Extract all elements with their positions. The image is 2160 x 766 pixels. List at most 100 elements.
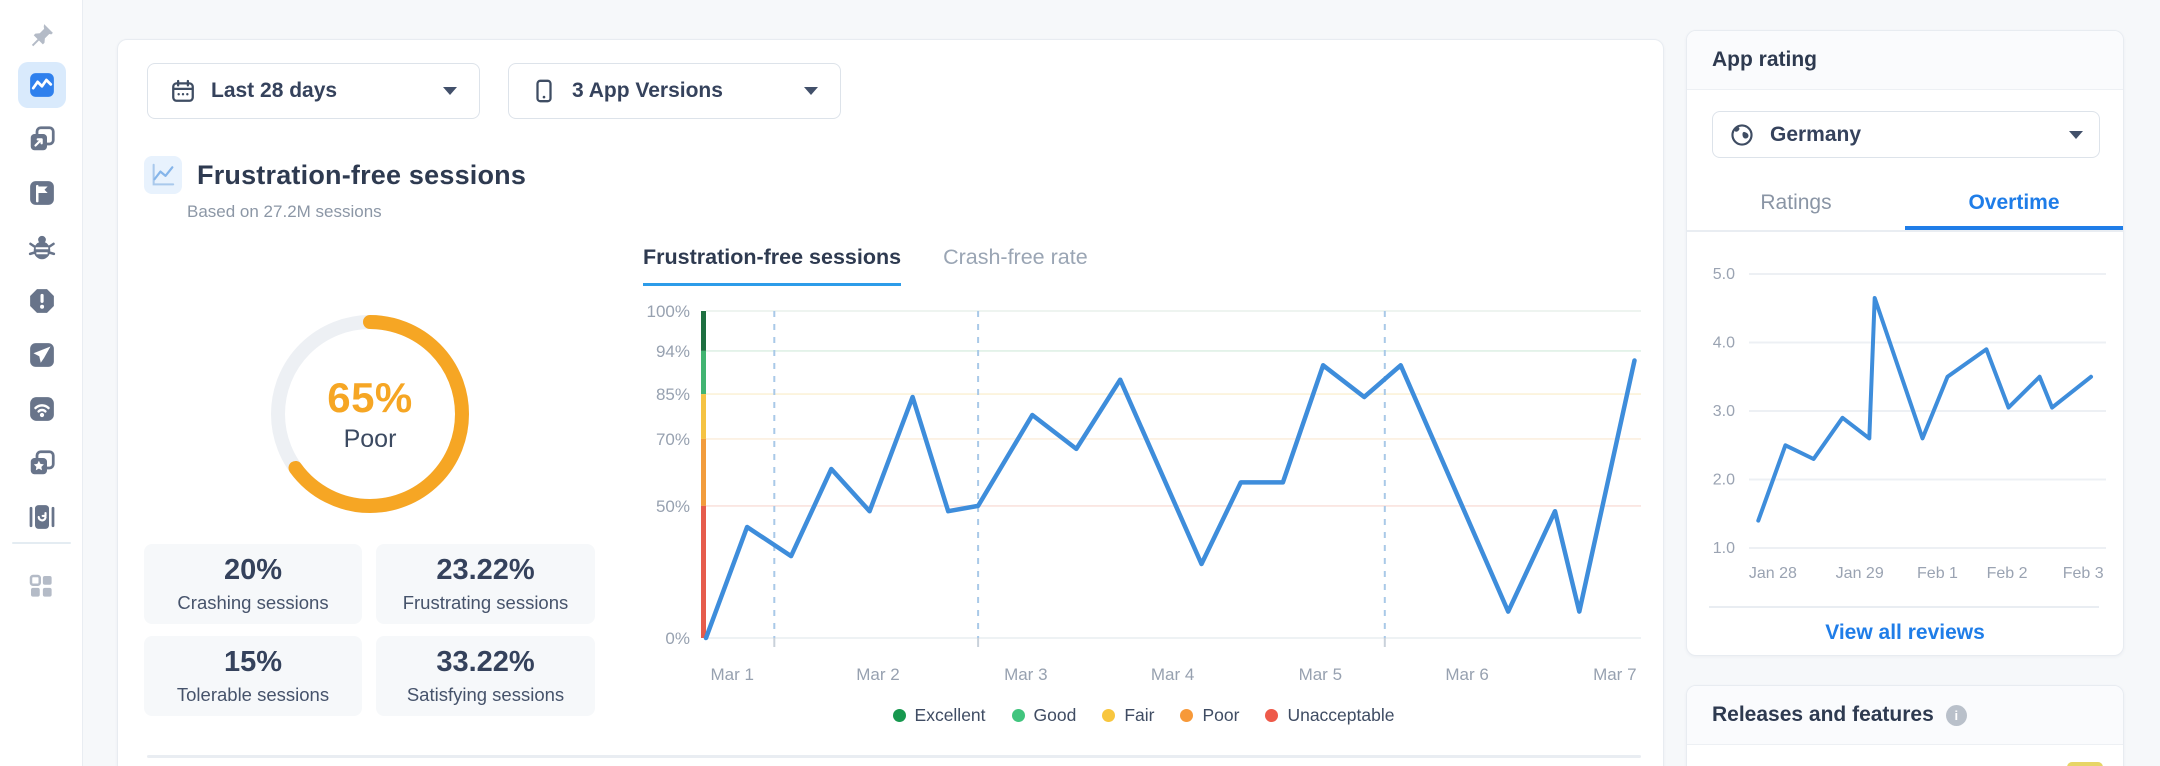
network-icon bbox=[27, 394, 57, 424]
tab-ratings[interactable]: Ratings bbox=[1760, 191, 1832, 214]
svg-text:Mar 2: Mar 2 bbox=[856, 665, 899, 684]
sidebar-item-bug[interactable] bbox=[18, 220, 66, 274]
release-version-badge[interactable] bbox=[2067, 762, 2103, 766]
sidebar-item-flag[interactable] bbox=[18, 166, 66, 220]
stat-crashing-sessions: 20% Crashing sessions bbox=[144, 544, 362, 624]
view-all-reviews-link[interactable]: View all reviews bbox=[1825, 621, 1985, 644]
stat-label: Frustrating sessions bbox=[402, 592, 569, 613]
legend-unacceptable[interactable]: Unacceptable bbox=[1265, 705, 1394, 726]
analytics-icon bbox=[27, 70, 57, 100]
legend-label: Good bbox=[1033, 705, 1077, 725]
app-rating-header: App rating bbox=[1687, 31, 2123, 90]
legend-label: Excellent bbox=[914, 705, 986, 725]
tab-crash-free-rate[interactable]: Crash-free rate bbox=[943, 245, 1088, 269]
stat-frustrating-sessions: 23.22% Frustrating sessions bbox=[376, 544, 595, 624]
sidebar-item-featured[interactable] bbox=[18, 436, 66, 490]
sidebar-item-network[interactable] bbox=[18, 382, 66, 436]
date-range-dropdown[interactable]: Last 28 days bbox=[147, 63, 480, 119]
page-subtitle: Based on 27.2M sessions bbox=[187, 202, 382, 221]
svg-text:100%: 100% bbox=[647, 302, 690, 321]
alert-icon bbox=[27, 286, 57, 316]
legend-excellent[interactable]: Excellent bbox=[892, 705, 986, 726]
legend-good[interactable]: Good bbox=[1011, 705, 1077, 726]
chevron-down-icon bbox=[804, 87, 818, 95]
stat-label: Crashing sessions bbox=[177, 592, 329, 613]
app-rating-card: App rating Germany Ratings Overtime 5.0 4.… bbox=[1686, 30, 2124, 656]
app-rating-title: App rating bbox=[1712, 48, 1817, 71]
chevron-down-icon bbox=[443, 87, 457, 95]
session-stats: 20% Crashing sessions 23.22% Frustrating … bbox=[144, 544, 595, 716]
sidebar-item-apps-grid[interactable] bbox=[17, 566, 65, 606]
sidebar-divider bbox=[12, 542, 71, 544]
sidebar-item-alert[interactable] bbox=[18, 274, 66, 328]
releases-title: Releases and features bbox=[1712, 703, 1934, 726]
app-versions-dropdown[interactable]: 3 App Versions bbox=[508, 63, 841, 119]
donut-label: Poor bbox=[343, 425, 397, 453]
svg-text:Mar 4: Mar 4 bbox=[1151, 665, 1194, 684]
svg-text:Mar 3: Mar 3 bbox=[1004, 665, 1047, 684]
legend-label: Poor bbox=[1202, 705, 1240, 725]
svg-text:Feb 2: Feb 2 bbox=[1987, 565, 2028, 582]
svg-text:85%: 85% bbox=[656, 385, 690, 404]
sidebar-item-screens[interactable] bbox=[18, 112, 66, 166]
apps-grid-icon bbox=[26, 571, 56, 601]
divider bbox=[1709, 606, 2099, 608]
stat-value: 23.22% bbox=[436, 554, 535, 586]
svg-text:94%: 94% bbox=[656, 342, 690, 361]
page-title: Frustration-free sessions bbox=[197, 159, 527, 190]
globe-icon bbox=[1729, 122, 1755, 148]
app-versions-value: 3 App Versions bbox=[572, 79, 723, 102]
sessions-overview-card: Last 28 days 3 App Versions Frustration-… bbox=[117, 39, 1664, 766]
frustration-donut: 65% Poor bbox=[270, 314, 470, 514]
pin-icon[interactable] bbox=[25, 20, 57, 52]
sidebar-item-device-sync[interactable] bbox=[18, 490, 66, 544]
svg-text:Jan 28: Jan 28 bbox=[1749, 565, 1797, 582]
bug-icon bbox=[27, 232, 57, 262]
legend-dot bbox=[1102, 709, 1116, 722]
section-head: Frustration-free sessions Based on 27.2M… bbox=[144, 156, 526, 222]
legend-fair[interactable]: Fair bbox=[1102, 705, 1154, 726]
sidebar-item-rocket[interactable] bbox=[18, 328, 66, 382]
stat-satisfying-sessions: 33.22% Satisfying sessions bbox=[376, 636, 595, 716]
legend-dot bbox=[1180, 709, 1194, 722]
featured-icon bbox=[27, 448, 57, 478]
svg-text:50%: 50% bbox=[656, 497, 690, 516]
legend-dot bbox=[1265, 709, 1279, 722]
sidebar-item-analytics[interactable] bbox=[17, 62, 66, 108]
svg-text:Mar 7: Mar 7 bbox=[1593, 665, 1636, 684]
svg-text:Feb 1: Feb 1 bbox=[1917, 565, 1958, 582]
releases-card: Releases and features i bbox=[1686, 685, 2124, 766]
tab-frustration-free-sessions[interactable]: Frustration-free sessions bbox=[643, 245, 902, 286]
stat-value: 15% bbox=[223, 646, 283, 678]
svg-text:Feb 3: Feb 3 bbox=[2063, 565, 2104, 582]
filters-row: Last 28 days 3 App Versions bbox=[147, 63, 841, 119]
svg-text:Jan 29: Jan 29 bbox=[1836, 565, 1884, 582]
svg-text:2.0: 2.0 bbox=[1713, 472, 1735, 489]
phone-icon bbox=[531, 78, 557, 104]
releases-body bbox=[1687, 745, 2123, 766]
line-chart-icon bbox=[144, 156, 182, 194]
legend-dot bbox=[1011, 709, 1025, 722]
date-range-value: Last 28 days bbox=[211, 79, 338, 102]
rocket-icon bbox=[27, 340, 57, 370]
rating-tabs: Ratings Overtime bbox=[1687, 191, 2123, 232]
country-value: Germany bbox=[1770, 122, 1862, 146]
stat-value: 20% bbox=[223, 554, 283, 586]
sidebar-nav bbox=[0, 58, 83, 544]
svg-text:5.0: 5.0 bbox=[1713, 266, 1735, 283]
tab-overtime[interactable]: Overtime bbox=[1905, 191, 2123, 230]
svg-text:70%: 70% bbox=[656, 430, 690, 449]
chart-legend: Excellent Good Fair Poor Unacceptable bbox=[641, 705, 1646, 726]
donut-value: 65% bbox=[327, 374, 413, 421]
legend-label: Unacceptable bbox=[1287, 705, 1395, 725]
svg-text:3.0: 3.0 bbox=[1713, 403, 1735, 420]
country-dropdown[interactable]: Germany bbox=[1712, 111, 2100, 158]
legend-label: Fair bbox=[1124, 705, 1155, 725]
flag-icon bbox=[27, 178, 57, 208]
svg-text:Mar 1: Mar 1 bbox=[710, 665, 753, 684]
legend-poor[interactable]: Poor bbox=[1180, 705, 1239, 726]
legend-dot bbox=[892, 709, 906, 722]
svg-text:4.0: 4.0 bbox=[1713, 335, 1735, 352]
chevron-down-icon bbox=[2069, 130, 2083, 139]
